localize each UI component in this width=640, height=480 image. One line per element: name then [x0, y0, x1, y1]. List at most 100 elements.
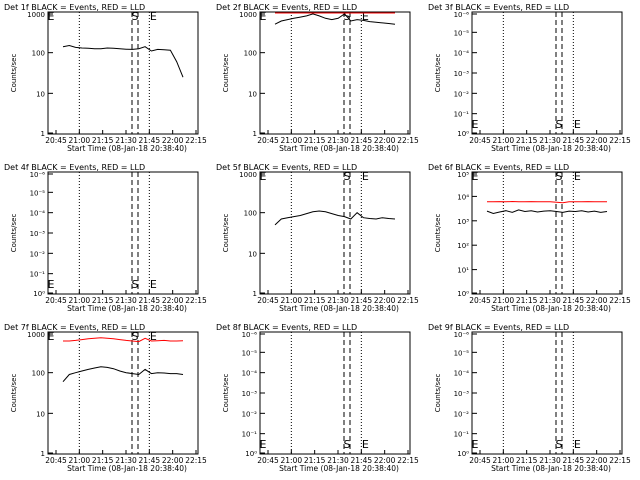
y-axis-label: Counts/sec	[434, 374, 442, 413]
y-tick-label: 10⁻¹	[454, 431, 470, 439]
x-tick-label: 21:30	[115, 456, 137, 465]
x-axis-label: Start Time (08-Jan-18 20:38:40)	[491, 144, 611, 153]
x-tick-label: 21:00	[69, 456, 91, 465]
x-tick-label: 21:45	[351, 136, 373, 145]
y-tick-label: 1	[41, 130, 45, 138]
x-tick-label: 22:00	[586, 136, 608, 145]
y-tick-label: 10²	[457, 242, 469, 250]
y-tick-label: 10	[36, 90, 45, 98]
x-tick-label: 20:45	[45, 136, 67, 145]
flare-marker-S: S	[556, 118, 563, 131]
y-tick-label: 1000	[239, 11, 257, 19]
flare-marker-E: E	[362, 438, 369, 451]
plot-frame	[259, 331, 411, 455]
x-tick-label: 21:30	[327, 296, 349, 305]
x-tick-label: 21:00	[69, 296, 91, 305]
flare-marker-E: E	[574, 170, 581, 183]
y-tick-label: 10⁻¹	[30, 271, 46, 279]
y-axis-label: Counts/sec	[434, 54, 442, 93]
x-tick-label: 21:00	[281, 456, 303, 465]
x-tick-label: 22:00	[162, 296, 184, 305]
x-tick-label: 21:45	[563, 456, 585, 465]
x-tick-label: 20:45	[469, 456, 491, 465]
plot-frame	[47, 11, 199, 135]
x-tick-label: 22:00	[374, 456, 396, 465]
flare-marker-E: E	[472, 170, 479, 183]
y-tick-label: 100	[32, 50, 45, 58]
y-tick-label: 10⁵	[457, 171, 469, 179]
panel-title: Det 4f BLACK = Events, RED = LLD	[4, 163, 145, 172]
y-tick-label: 10⁻⁴	[30, 210, 46, 218]
flare-marker-S: S	[344, 438, 351, 451]
panel-det-1: Det 1f BLACK = Events, RED = LLD 20:45 21:…	[4, 3, 207, 153]
panel-title: Det 7f BLACK = Events, RED = LLD	[4, 323, 145, 332]
x-tick-label: 21:30	[327, 136, 349, 145]
events-series-line	[274, 210, 396, 226]
y-tick-label: 1	[253, 130, 257, 138]
x-axis-label: Start Time (08-Jan-18 20:38:40)	[67, 144, 187, 153]
panel-title: Det 3f BLACK = Events, RED = LLD	[428, 3, 569, 12]
y-tick-label: 10⁻²	[454, 90, 470, 98]
y-tick-label: 10⁻²	[454, 410, 470, 418]
x-tick-label: 21:00	[69, 136, 91, 145]
x-tick-label: 22:00	[586, 456, 608, 465]
x-tick-label: 20:45	[257, 296, 279, 305]
flare-marker-S: S	[132, 10, 139, 23]
flare-marker-E: E	[150, 330, 157, 343]
panel-title: Det 1f BLACK = Events, RED = LLD	[4, 3, 145, 12]
flare-marker-E: E	[574, 438, 581, 451]
plot-frame	[47, 331, 199, 455]
y-tick-label: 1000	[27, 331, 45, 339]
y-tick-label: 10	[248, 250, 257, 258]
flare-marker-E: E	[362, 10, 369, 23]
y-tick-label: 1	[41, 450, 45, 458]
x-tick-label: 21:00	[281, 136, 303, 145]
y-tick-label: 10⁰	[457, 130, 469, 138]
y-axis-label: Counts/sec	[10, 214, 18, 253]
x-tick-label: 20:45	[469, 136, 491, 145]
events-series-line	[62, 44, 184, 78]
x-tick-label: 20:45	[469, 296, 491, 305]
x-tick-label: 21:45	[139, 296, 161, 305]
x-tick-label: 20:45	[45, 456, 67, 465]
y-tick-label: 10⁻³	[454, 390, 470, 398]
flare-marker-S: S	[132, 330, 139, 343]
y-tick-label: 100	[244, 210, 257, 218]
y-tick-label: 100	[244, 50, 257, 58]
x-tick-label: 21:00	[281, 296, 303, 305]
y-axis-label: Counts/sec	[10, 54, 18, 93]
flare-marker-E: E	[472, 118, 479, 131]
flare-marker-E: E	[150, 10, 157, 23]
x-tick-label: 21:30	[539, 136, 561, 145]
y-tick-label: 1000	[27, 11, 45, 19]
y-tick-label: 10⁻³	[454, 70, 470, 78]
x-axis-label: Start Time (08-Jan-18 20:38:40)	[279, 144, 399, 153]
x-tick-label: 22:15	[185, 296, 207, 305]
y-tick-label: 1	[253, 290, 257, 298]
x-tick-label: 21:15	[92, 456, 114, 465]
x-axis-label: Start Time (08-Jan-18 20:38:40)	[279, 464, 399, 473]
x-tick-label: 21:45	[351, 456, 373, 465]
flare-marker-S: S	[132, 278, 139, 291]
y-tick-label: 10⁻⁴	[454, 370, 470, 378]
x-axis-label: Start Time (08-Jan-18 20:38:40)	[491, 304, 611, 313]
flare-marker-E: E	[362, 170, 369, 183]
events-series-line	[486, 209, 608, 215]
y-tick-label: 10	[248, 90, 257, 98]
plot-frame	[471, 331, 623, 455]
x-tick-label: 20:45	[257, 136, 279, 145]
y-tick-label: 10⁻³	[242, 390, 258, 398]
flare-marker-E: E	[150, 278, 157, 291]
flare-marker-E: E	[472, 438, 479, 451]
x-tick-label: 22:15	[397, 136, 419, 145]
x-tick-label: 21:00	[493, 456, 515, 465]
flare-marker-E: E	[260, 170, 267, 183]
events-series-line	[274, 13, 396, 25]
flare-marker-S: S	[344, 170, 351, 183]
y-axis-label: Counts/sec	[434, 214, 442, 253]
x-tick-label: 21:15	[304, 136, 326, 145]
